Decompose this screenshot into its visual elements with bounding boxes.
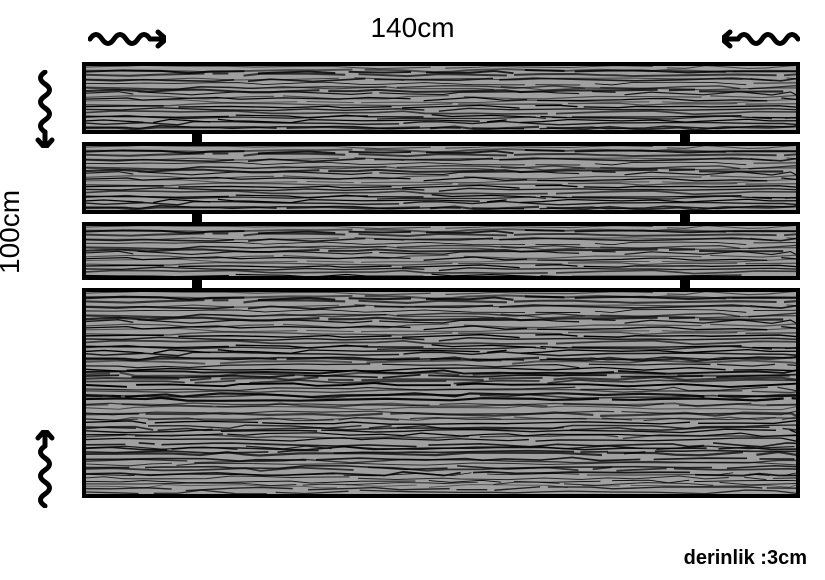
foot-icon	[116, 494, 140, 498]
squiggle-arrow-side-top	[34, 70, 56, 148]
plank-gap	[82, 280, 800, 288]
squiggle-arrow-top-right	[722, 28, 800, 50]
squiggle-arrow-top-left	[88, 28, 166, 50]
plank-4	[82, 288, 800, 498]
panel-assembly	[82, 62, 800, 498]
plank-3	[82, 222, 800, 280]
plank-1	[82, 62, 800, 134]
height-dimension-label: 100cm	[0, 190, 26, 274]
plank-2	[82, 142, 800, 214]
squiggle-arrow-side-bottom	[34, 430, 56, 508]
plank-gap	[82, 134, 800, 142]
diagram-container: 140cm 100cm derinlik :3cm	[0, 0, 825, 580]
foot-icon	[742, 494, 766, 498]
plank-gap	[82, 214, 800, 222]
width-dimension-label: 140cm	[370, 12, 454, 44]
depth-dimension-label: derinlik :3cm	[684, 547, 807, 570]
